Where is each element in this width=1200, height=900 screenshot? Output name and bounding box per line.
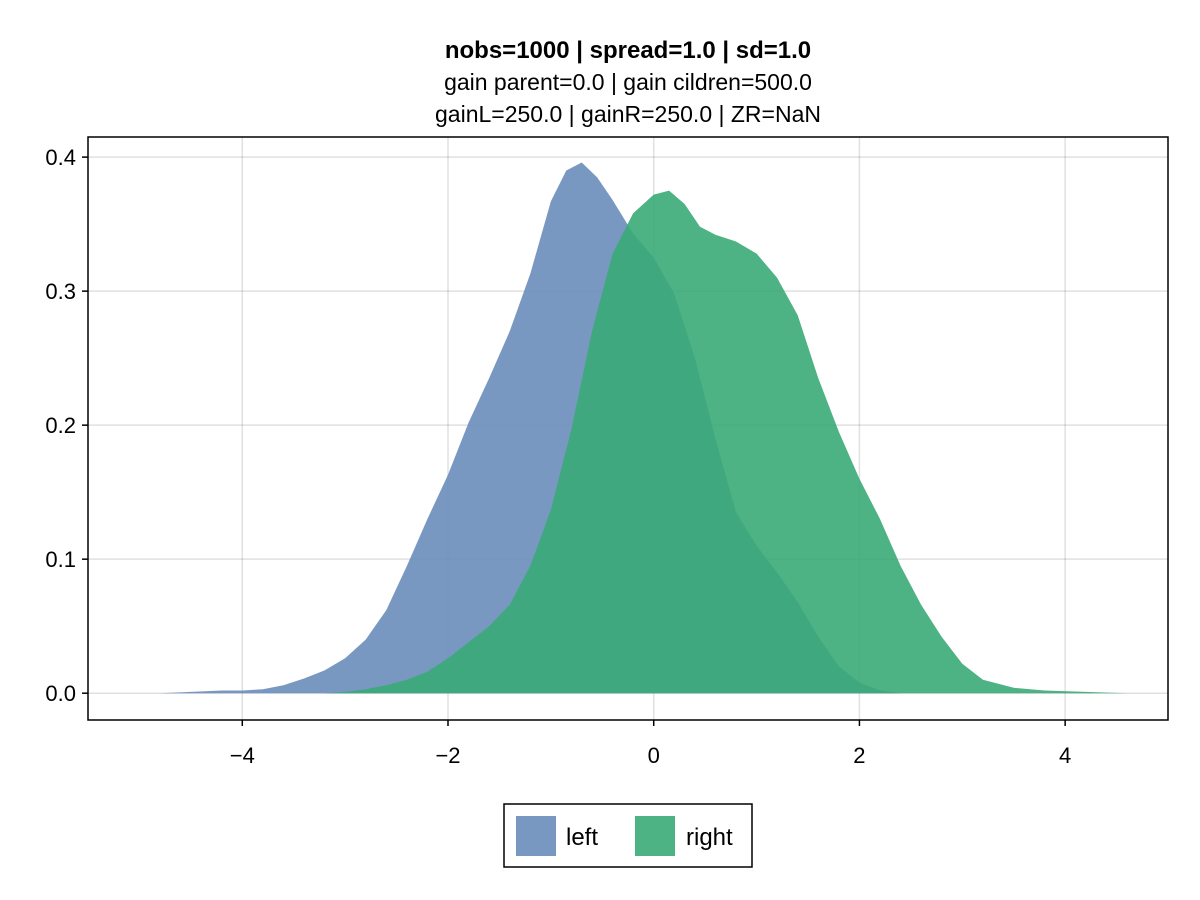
legend-label-right: right: [686, 824, 733, 851]
y-axis: 0.0 0.1 0.2 0.3 0.4: [45, 145, 88, 706]
y-tick-label: 0.4: [45, 145, 76, 170]
y-tick-label: 0.0: [45, 681, 76, 706]
legend-label-left: left: [566, 824, 598, 851]
legend-swatch-left: [516, 816, 556, 856]
y-tick-label: 0.2: [45, 413, 76, 438]
x-axis: −4 −2 0 2 4: [230, 720, 1071, 768]
x-tick-label: −4: [230, 743, 255, 768]
chart-title: nobs=1000 | spread=1.0 | sd=1.0: [445, 37, 811, 64]
x-tick-label: 2: [853, 743, 865, 768]
x-tick-label: 0: [648, 743, 660, 768]
legend-swatch-right: [635, 816, 675, 856]
chart-subtitle-line-2: gainL=250.0 | gainR=250.0 | ZR=NaN: [435, 101, 821, 127]
y-tick-label: 0.1: [45, 547, 76, 572]
y-tick-label: 0.3: [45, 279, 76, 304]
density-areas: [160, 162, 1127, 694]
x-tick-label: −2: [435, 743, 460, 768]
x-tick-label: 4: [1059, 743, 1071, 768]
legend: left right: [503, 803, 753, 868]
density-area-right: [324, 190, 1127, 694]
plot-frame: [87, 136, 1169, 721]
chart-subtitle-line-1: gain parent=0.0 | gain cildren=500.0: [444, 69, 812, 95]
